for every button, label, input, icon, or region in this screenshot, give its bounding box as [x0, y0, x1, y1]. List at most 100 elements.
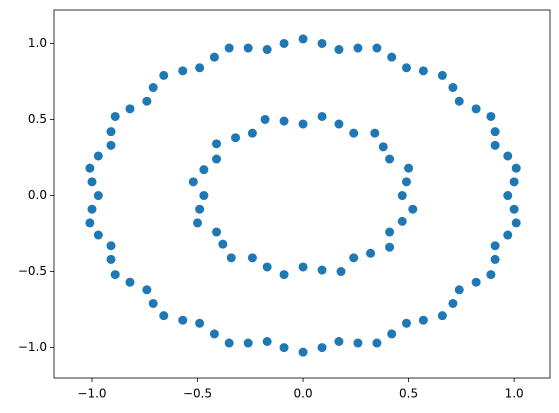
point: [404, 163, 414, 173]
point: [93, 191, 103, 201]
point: [471, 104, 481, 114]
point: [87, 204, 97, 214]
point: [353, 43, 363, 53]
point: [93, 151, 103, 161]
point: [418, 315, 428, 325]
point: [490, 241, 500, 251]
point: [486, 111, 496, 121]
point: [193, 218, 203, 228]
point: [195, 63, 205, 73]
x-tick-label: 0.0: [294, 387, 313, 401]
point: [448, 83, 458, 93]
point: [397, 191, 407, 201]
point: [509, 204, 519, 214]
point: [279, 343, 289, 353]
point: [372, 338, 382, 348]
point: [372, 43, 382, 53]
point: [408, 204, 418, 214]
point: [247, 253, 257, 263]
point: [511, 163, 521, 173]
point: [224, 338, 234, 348]
point: [334, 119, 344, 129]
point: [212, 139, 222, 149]
x-tick-label: −0.5: [183, 387, 212, 401]
point: [401, 177, 411, 187]
y-tick-label: 0.5: [28, 112, 47, 126]
point: [247, 128, 257, 138]
point: [226, 253, 236, 263]
point: [231, 133, 241, 143]
point: [279, 270, 289, 280]
point: [85, 163, 95, 173]
point: [385, 154, 395, 164]
point: [490, 254, 500, 264]
point: [224, 43, 234, 53]
point: [279, 38, 289, 48]
point: [106, 127, 116, 137]
point: [199, 191, 209, 201]
point: [125, 104, 135, 114]
point: [110, 270, 120, 280]
y-tick-label: −1.0: [18, 340, 47, 354]
point: [159, 70, 169, 80]
point: [317, 111, 327, 121]
point: [110, 111, 120, 121]
point: [209, 52, 219, 62]
plot-frame: [53, 9, 551, 379]
point: [387, 329, 397, 339]
point: [353, 338, 363, 348]
point: [212, 154, 222, 164]
point: [366, 248, 376, 258]
point: [218, 239, 228, 249]
point: [199, 165, 209, 175]
point: [370, 128, 380, 138]
point: [279, 116, 289, 126]
point: [178, 315, 188, 325]
point: [418, 66, 428, 76]
y-tick-label: 0.0: [28, 188, 47, 202]
point: [454, 285, 464, 295]
point: [262, 262, 272, 272]
point: [260, 114, 270, 124]
point: [503, 191, 513, 201]
point: [401, 318, 411, 328]
point: [317, 38, 327, 48]
point: [142, 285, 152, 295]
point: [298, 34, 308, 44]
point: [93, 230, 103, 240]
point: [298, 347, 308, 357]
point: [503, 230, 513, 240]
point: [378, 142, 388, 152]
point: [385, 227, 395, 237]
point: [349, 253, 359, 263]
point: [437, 70, 447, 80]
point: [334, 337, 344, 347]
point: [195, 204, 205, 214]
point: [243, 338, 253, 348]
point: [511, 218, 521, 228]
point: [317, 343, 327, 353]
point: [209, 329, 219, 339]
y-tick-label: 1.0: [28, 36, 47, 50]
x-tick-label: 0.5: [399, 387, 418, 401]
point: [490, 127, 500, 137]
point: [85, 218, 95, 228]
point: [334, 45, 344, 55]
point: [471, 277, 481, 287]
x-tick-label: −1.0: [77, 387, 106, 401]
point: [397, 216, 407, 226]
point: [317, 265, 327, 275]
point: [159, 311, 169, 321]
y-tick-label: −0.5: [18, 264, 47, 278]
point: [336, 267, 346, 277]
point: [188, 177, 198, 187]
point: [437, 311, 447, 321]
point: [125, 277, 135, 287]
point: [454, 96, 464, 106]
point: [106, 241, 116, 251]
point: [509, 177, 519, 187]
point: [148, 298, 158, 308]
point: [401, 63, 411, 73]
point: [212, 227, 222, 237]
